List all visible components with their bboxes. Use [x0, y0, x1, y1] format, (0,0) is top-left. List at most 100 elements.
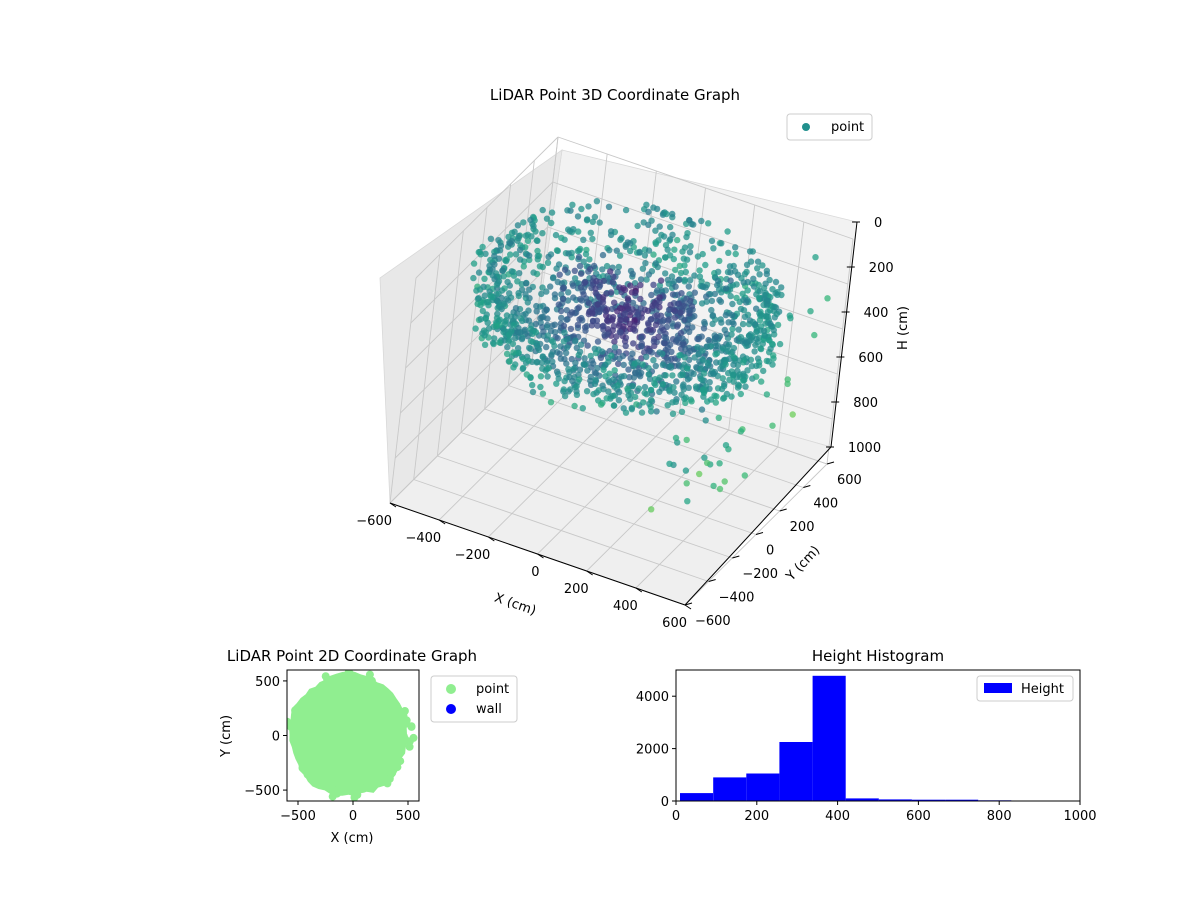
data-point	[581, 279, 588, 287]
data-point	[721, 478, 728, 485]
data-point	[587, 229, 594, 236]
data-point	[663, 210, 670, 218]
data-point	[680, 255, 687, 262]
plot-histogram: Height Histogram 0 200 400 600 800 1000 0 2000 4…	[636, 647, 1097, 824]
data-point	[737, 305, 745, 313]
x-axis-label: X (cm)	[492, 591, 538, 619]
data-point	[650, 357, 657, 364]
data-point	[620, 361, 627, 369]
data-point	[713, 333, 720, 341]
data-point	[610, 273, 617, 280]
points-2d	[287, 670, 418, 801]
data-point	[634, 222, 641, 230]
data-point	[626, 320, 633, 327]
data-point	[506, 240, 514, 247]
data-point	[757, 345, 764, 352]
data-point	[606, 247, 613, 254]
data-point	[659, 318, 666, 325]
data-point	[512, 251, 520, 258]
data-point	[715, 414, 722, 421]
data-point	[641, 383, 649, 391]
data-point	[590, 360, 597, 367]
data-point	[609, 305, 616, 313]
data-point	[589, 218, 596, 225]
histogram-bar	[713, 777, 747, 801]
data-point	[516, 270, 523, 277]
data-point	[665, 363, 672, 370]
grid-3d	[389, 136, 854, 606]
data-point	[517, 315, 524, 322]
data-point	[588, 305, 596, 312]
grid-line	[777, 221, 805, 448]
data-point	[604, 317, 611, 324]
data-point	[647, 326, 654, 333]
data-point	[589, 235, 596, 243]
data-point	[514, 345, 522, 352]
data-point	[571, 402, 578, 410]
data-point	[476, 286, 484, 293]
data-point	[622, 409, 630, 416]
point-dot	[385, 693, 394, 702]
data-point	[751, 348, 758, 355]
data-point	[616, 252, 624, 259]
data-point	[580, 291, 587, 298]
data-point	[543, 306, 550, 313]
x-tick-mark	[389, 502, 397, 508]
data-point	[733, 281, 740, 288]
x-tick-label: −500	[280, 809, 316, 824]
data-point	[600, 294, 607, 301]
data-point	[726, 376, 733, 383]
data-point	[503, 257, 510, 265]
y-tick-mark	[803, 485, 811, 488]
data-point	[534, 252, 541, 260]
data-point	[652, 239, 659, 246]
data-point	[555, 375, 562, 382]
data-point	[551, 321, 558, 328]
data-point	[730, 344, 738, 352]
data-point	[619, 305, 626, 312]
data-point	[631, 360, 638, 367]
data-point	[534, 247, 541, 255]
data-point	[585, 299, 593, 307]
data-point	[570, 226, 577, 233]
data-point	[538, 290, 545, 298]
data-point	[712, 399, 719, 406]
data-point	[585, 203, 592, 210]
data-point	[752, 341, 759, 349]
data-point	[627, 389, 635, 397]
data-point	[683, 295, 690, 302]
data-point	[609, 314, 617, 321]
data-point	[615, 388, 623, 396]
data-point	[627, 282, 634, 289]
data-point	[694, 344, 701, 351]
data-point	[545, 253, 552, 260]
data-point	[509, 340, 517, 347]
x-tick-mark	[684, 604, 692, 610]
data-point	[582, 250, 590, 258]
data-point	[512, 305, 520, 312]
data-point	[560, 284, 567, 291]
data-point	[702, 284, 709, 291]
data-point	[652, 376, 659, 383]
data-point	[765, 358, 772, 365]
data-point	[570, 282, 577, 289]
data-point	[633, 401, 640, 408]
data-point	[515, 289, 522, 297]
grid-line	[552, 181, 848, 285]
data-point	[741, 472, 748, 479]
data-point	[667, 223, 674, 231]
data-point	[728, 311, 736, 319]
data-point	[696, 267, 703, 274]
data-point	[635, 385, 643, 392]
data-point	[770, 352, 777, 359]
data-point	[694, 335, 701, 343]
data-point	[607, 268, 614, 275]
data-point	[563, 344, 571, 351]
point-dot	[396, 757, 405, 766]
histogram-bar	[878, 799, 912, 801]
data-point	[539, 230, 546, 237]
y-tick-label: −500	[244, 784, 280, 799]
data-point	[699, 386, 706, 393]
data-point	[652, 362, 659, 370]
data-point	[611, 299, 618, 306]
